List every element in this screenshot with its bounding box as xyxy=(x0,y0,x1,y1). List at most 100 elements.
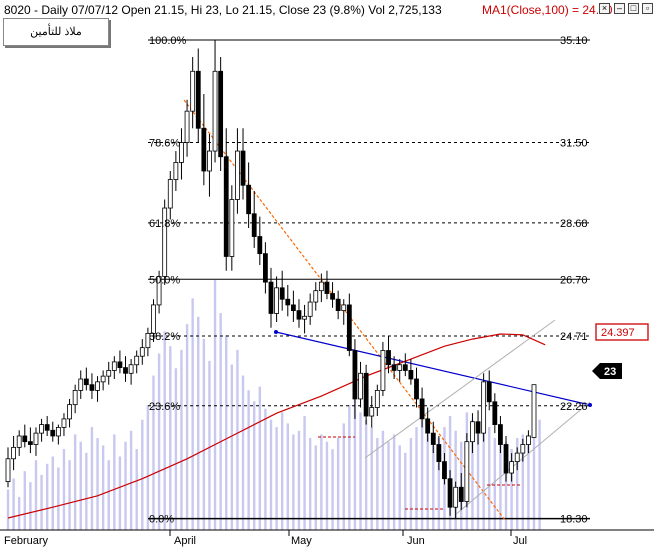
candle-body xyxy=(290,304,296,312)
candle-body xyxy=(61,418,67,428)
volume-bar xyxy=(113,434,116,530)
candle-body xyxy=(207,150,212,172)
candle-body xyxy=(190,70,196,112)
ma-line xyxy=(7,333,546,519)
volume-bar xyxy=(141,419,144,530)
candle-body xyxy=(380,350,386,391)
volume-bar xyxy=(392,434,396,530)
fib-pct-label: 50.0% xyxy=(149,274,180,286)
volume-bar xyxy=(129,430,133,530)
volume-bar xyxy=(118,456,122,530)
candle-body xyxy=(498,424,503,445)
volume-bar xyxy=(297,430,301,530)
candle-body xyxy=(145,333,151,349)
volume-bar xyxy=(320,434,323,530)
volume-bar xyxy=(364,419,368,530)
price-chart[interactable]: 100.0% 35.10 78.6% 31.50 61.8% 28.68 50.0% 26.7… xyxy=(0,20,654,553)
volume-bar xyxy=(107,460,110,530)
candle-body xyxy=(44,424,50,431)
volume-bar xyxy=(353,390,357,530)
volume-bar xyxy=(169,346,172,530)
volume-bar xyxy=(331,449,334,530)
candle-body xyxy=(458,486,464,502)
candle-body xyxy=(218,70,224,158)
volume-bar xyxy=(532,430,536,530)
volume-bar xyxy=(269,419,273,530)
candle-body xyxy=(442,461,447,480)
candle-body xyxy=(470,421,475,443)
candle-body xyxy=(408,370,414,380)
volume-bar xyxy=(376,438,379,530)
close-icon[interactable]: × xyxy=(599,3,610,14)
fib-pct-label: 0.0% xyxy=(149,514,174,526)
volume-bar xyxy=(409,438,413,530)
volume-bar xyxy=(538,419,541,530)
candle-body xyxy=(475,421,481,434)
candle-body xyxy=(195,70,201,129)
volume-bar xyxy=(146,405,150,530)
volume-bar xyxy=(124,441,127,530)
candle-body xyxy=(111,361,117,371)
symbol-info: 8020 - Daily 07/07/12 Open 21.15, Hi 23,… xyxy=(4,3,442,17)
ma-label: MA1(Close,100) = 24.40 xyxy=(482,3,613,17)
candle-body xyxy=(358,372,363,400)
candle-body xyxy=(156,276,162,306)
candle-body xyxy=(67,404,72,420)
volume-bar xyxy=(197,316,200,530)
volume-bar xyxy=(62,449,66,530)
candle-body xyxy=(302,315,307,320)
volume-bar xyxy=(275,427,278,530)
volume-bar xyxy=(241,375,245,530)
candle-body xyxy=(313,290,319,303)
fib-price-label: 18.30 xyxy=(560,514,588,526)
volume-bar xyxy=(219,313,222,530)
volume-bar xyxy=(163,331,166,530)
volume-bar xyxy=(12,478,15,530)
candle-body xyxy=(89,384,95,391)
candle-body xyxy=(106,370,112,377)
ma-value-text: 24.397 xyxy=(601,327,635,339)
volume-bar xyxy=(308,438,312,530)
volume-bar xyxy=(264,408,267,530)
volume-bar xyxy=(342,423,345,530)
last-close-text: 23 xyxy=(604,366,616,378)
candle-body xyxy=(246,184,252,215)
candle-body xyxy=(352,350,358,400)
company-logo-box: ملاذ للتأمين xyxy=(3,18,109,46)
volume-bar xyxy=(253,401,256,530)
candle-body xyxy=(453,486,459,508)
volume-bar xyxy=(286,423,289,530)
blue-trendline-end xyxy=(588,403,592,407)
candle-body xyxy=(402,364,408,371)
restore-icon[interactable]: ▫ xyxy=(642,3,653,14)
blue-trendline-start xyxy=(274,330,278,334)
candle-body xyxy=(50,429,56,437)
volume-bar xyxy=(420,419,424,530)
candle-body xyxy=(55,427,61,437)
candle-body xyxy=(27,441,33,445)
candle-body xyxy=(173,162,179,180)
volume-bar xyxy=(493,438,497,530)
candle-body xyxy=(123,367,128,374)
minimize-icon[interactable]: – xyxy=(614,3,625,14)
fib-price-label: 35.10 xyxy=(560,35,588,47)
volume-bar xyxy=(280,412,284,530)
x-label-jul: Jul xyxy=(513,535,527,547)
candle-body xyxy=(335,298,341,312)
candle-body xyxy=(492,401,498,425)
volume-bar xyxy=(79,441,82,530)
volume-bar xyxy=(258,386,262,530)
candle-body xyxy=(425,418,431,434)
candle-body xyxy=(235,150,240,200)
volume-bar xyxy=(292,434,295,530)
candle-body xyxy=(151,304,156,334)
candle-body xyxy=(274,287,279,314)
candle-body xyxy=(16,435,22,448)
blue-trendline xyxy=(275,331,591,406)
candle-body xyxy=(447,478,453,508)
fib-pct-label: 100.0% xyxy=(149,35,187,47)
fib-pct-label: 23.6% xyxy=(149,401,180,413)
maximize-icon[interactable]: □ xyxy=(628,3,639,14)
candle-body xyxy=(397,364,403,371)
volume-bar xyxy=(471,419,474,530)
